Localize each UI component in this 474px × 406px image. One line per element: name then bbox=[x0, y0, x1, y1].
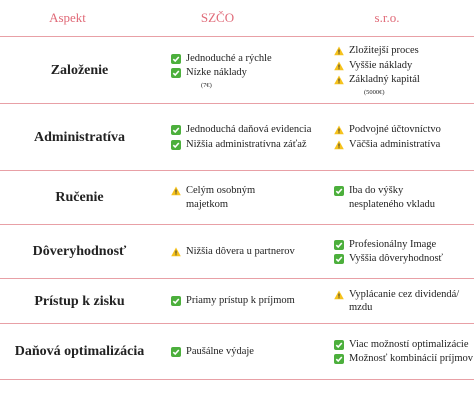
item-text: Podvojné účtovníctvo bbox=[349, 124, 441, 135]
szco-cell: Celým osobným majetkom bbox=[159, 183, 324, 212]
item-text: Vyššia dôveryhodnosť bbox=[349, 253, 444, 264]
item: Vyplácanie cez dividendá/ mzdu bbox=[334, 288, 474, 315]
icon bbox=[171, 347, 181, 357]
sro-cell: Zložitejší proces Vyššie náklady Základn… bbox=[324, 43, 474, 97]
item-text: Jednoduchá daňová evidencia bbox=[186, 124, 312, 135]
icon bbox=[334, 340, 344, 350]
header-cell: s.r.o. bbox=[374, 10, 400, 25]
item-text: Nižšia dôvera u partnerov bbox=[186, 245, 295, 257]
item-text: Vyššie náklady bbox=[349, 59, 413, 71]
item: Jednoduché a rýchle bbox=[171, 52, 324, 66]
item: Možnosť kombinácií príjmov bbox=[334, 352, 474, 366]
item: Nízke náklady bbox=[171, 66, 324, 80]
aspect: Daňová optimalizácia bbox=[14, 344, 145, 359]
icon bbox=[334, 290, 344, 300]
icon bbox=[334, 61, 344, 71]
item-text: Zložitejší proces bbox=[349, 45, 419, 57]
item: Jednoduchá daňová evidencia bbox=[171, 123, 324, 137]
item: Podvojné účtovníctvo bbox=[334, 123, 474, 137]
szco-cell: Priamy prístup k príjmom bbox=[159, 293, 324, 309]
item: Nižšia dôvera u partnerov bbox=[171, 245, 324, 259]
szco-cell: Jednoduché a rýchle Nízke náklady (7€) bbox=[159, 51, 324, 90]
icon bbox=[171, 54, 181, 64]
item: Väčšia administratíva bbox=[334, 138, 474, 152]
item-text: Väčšia administratíva bbox=[349, 138, 441, 150]
icon bbox=[334, 186, 344, 196]
table-row: Prístup k zisku Priamy prístup k príjmom… bbox=[0, 279, 474, 324]
header-row: Aspekt SZČO s.r.o. bbox=[0, 0, 474, 37]
item-text: Profesionálny Image bbox=[349, 238, 437, 250]
icon bbox=[334, 354, 344, 364]
sro-cell: Podvojné účtovníctvo Väčšia administratí… bbox=[324, 122, 474, 152]
item: Profesionálny Image bbox=[334, 238, 474, 252]
item-text: Viac možností optimalizácie bbox=[349, 338, 469, 350]
header-cell: SZČO bbox=[200, 10, 235, 25]
item-text: Nízke náklady bbox=[186, 67, 247, 78]
icon bbox=[171, 296, 181, 306]
note: (5000€) bbox=[364, 88, 385, 96]
table-row: Ručenie Celým osobným majetkom Iba do vý… bbox=[0, 171, 474, 225]
icon bbox=[171, 186, 181, 196]
item: Priamy prístup k príjmom bbox=[171, 294, 324, 308]
item: Celým osobným majetkom bbox=[171, 184, 324, 211]
item: Paušálne výdaje bbox=[171, 345, 324, 359]
comparison-table: Aspekt SZČO s.r.o. Založenie Jednoduché … bbox=[0, 0, 474, 380]
icon bbox=[334, 254, 344, 264]
item: Iba do výšky nesplateného vkladu bbox=[334, 184, 474, 211]
item-text: Základný kapitál bbox=[349, 74, 420, 86]
aspect: Ručenie bbox=[55, 190, 104, 205]
icon bbox=[171, 68, 181, 78]
icon bbox=[171, 125, 181, 135]
sro-cell: Vyplácanie cez dividendá/ mzdu bbox=[324, 287, 474, 316]
item-text: Možnosť kombinácií príjmov bbox=[349, 353, 474, 364]
aspect: Administratíva bbox=[34, 129, 125, 145]
icon bbox=[334, 140, 344, 150]
item-text: Iba do výšky nesplateného vkladu bbox=[349, 185, 436, 210]
icon bbox=[334, 46, 344, 56]
item: Viac možností optimalizácie bbox=[334, 338, 474, 352]
icon bbox=[334, 125, 344, 135]
header-cell: Aspekt bbox=[49, 10, 86, 25]
item: Zložitejší proces bbox=[334, 44, 474, 58]
icon bbox=[171, 140, 181, 150]
item: Vyššie náklady bbox=[334, 59, 474, 73]
szco-cell: Nižšia dôvera u partnerov bbox=[159, 244, 324, 260]
sro-cell: Iba do výšky nesplateného vkladu bbox=[324, 183, 474, 212]
icon bbox=[334, 75, 344, 85]
item-text: Vyplácanie cez dividendá/ mzdu bbox=[349, 288, 460, 314]
item: Nižšia administratívna záťaž bbox=[171, 138, 324, 152]
item-text: Nižšia administratívna záťaž bbox=[186, 138, 307, 150]
item-text: Paušálne výdaje bbox=[186, 345, 254, 357]
table-row: Založenie Jednoduché a rýchle Nízke nákl… bbox=[0, 37, 474, 104]
szco-cell: Jednoduchá daňová evidencia Nižšia admin… bbox=[159, 122, 324, 152]
table-row: Dôveryhodnosť Nižšia dôvera u partnerov … bbox=[0, 225, 474, 279]
aspect: Založenie bbox=[50, 62, 109, 78]
note: (7€) bbox=[201, 81, 212, 89]
aspect: Dôveryhodnosť bbox=[32, 244, 127, 259]
aspect: Prístup k zisku bbox=[34, 293, 125, 309]
table-row: Daňová optimalizácia Paušálne výdaje Via… bbox=[0, 324, 474, 380]
item-text: Celým osobným majetkom bbox=[186, 185, 256, 210]
icon bbox=[334, 240, 344, 250]
table-row: Administratíva Jednoduchá daňová evidenc… bbox=[0, 104, 474, 171]
item-text: Jednoduché a rýchle bbox=[186, 52, 272, 64]
szco-cell: Paušálne výdaje bbox=[159, 344, 324, 360]
sro-cell: Viac možností optimalizácie Možnosť komb… bbox=[324, 337, 474, 367]
item: Vyššia dôveryhodnosť bbox=[334, 252, 474, 266]
sro-cell: Profesionálny Image Vyššia dôveryhodnosť bbox=[324, 237, 474, 267]
icon bbox=[171, 247, 181, 257]
item: Základný kapitál bbox=[334, 73, 474, 87]
item-text: Priamy prístup k príjmom bbox=[186, 295, 295, 307]
